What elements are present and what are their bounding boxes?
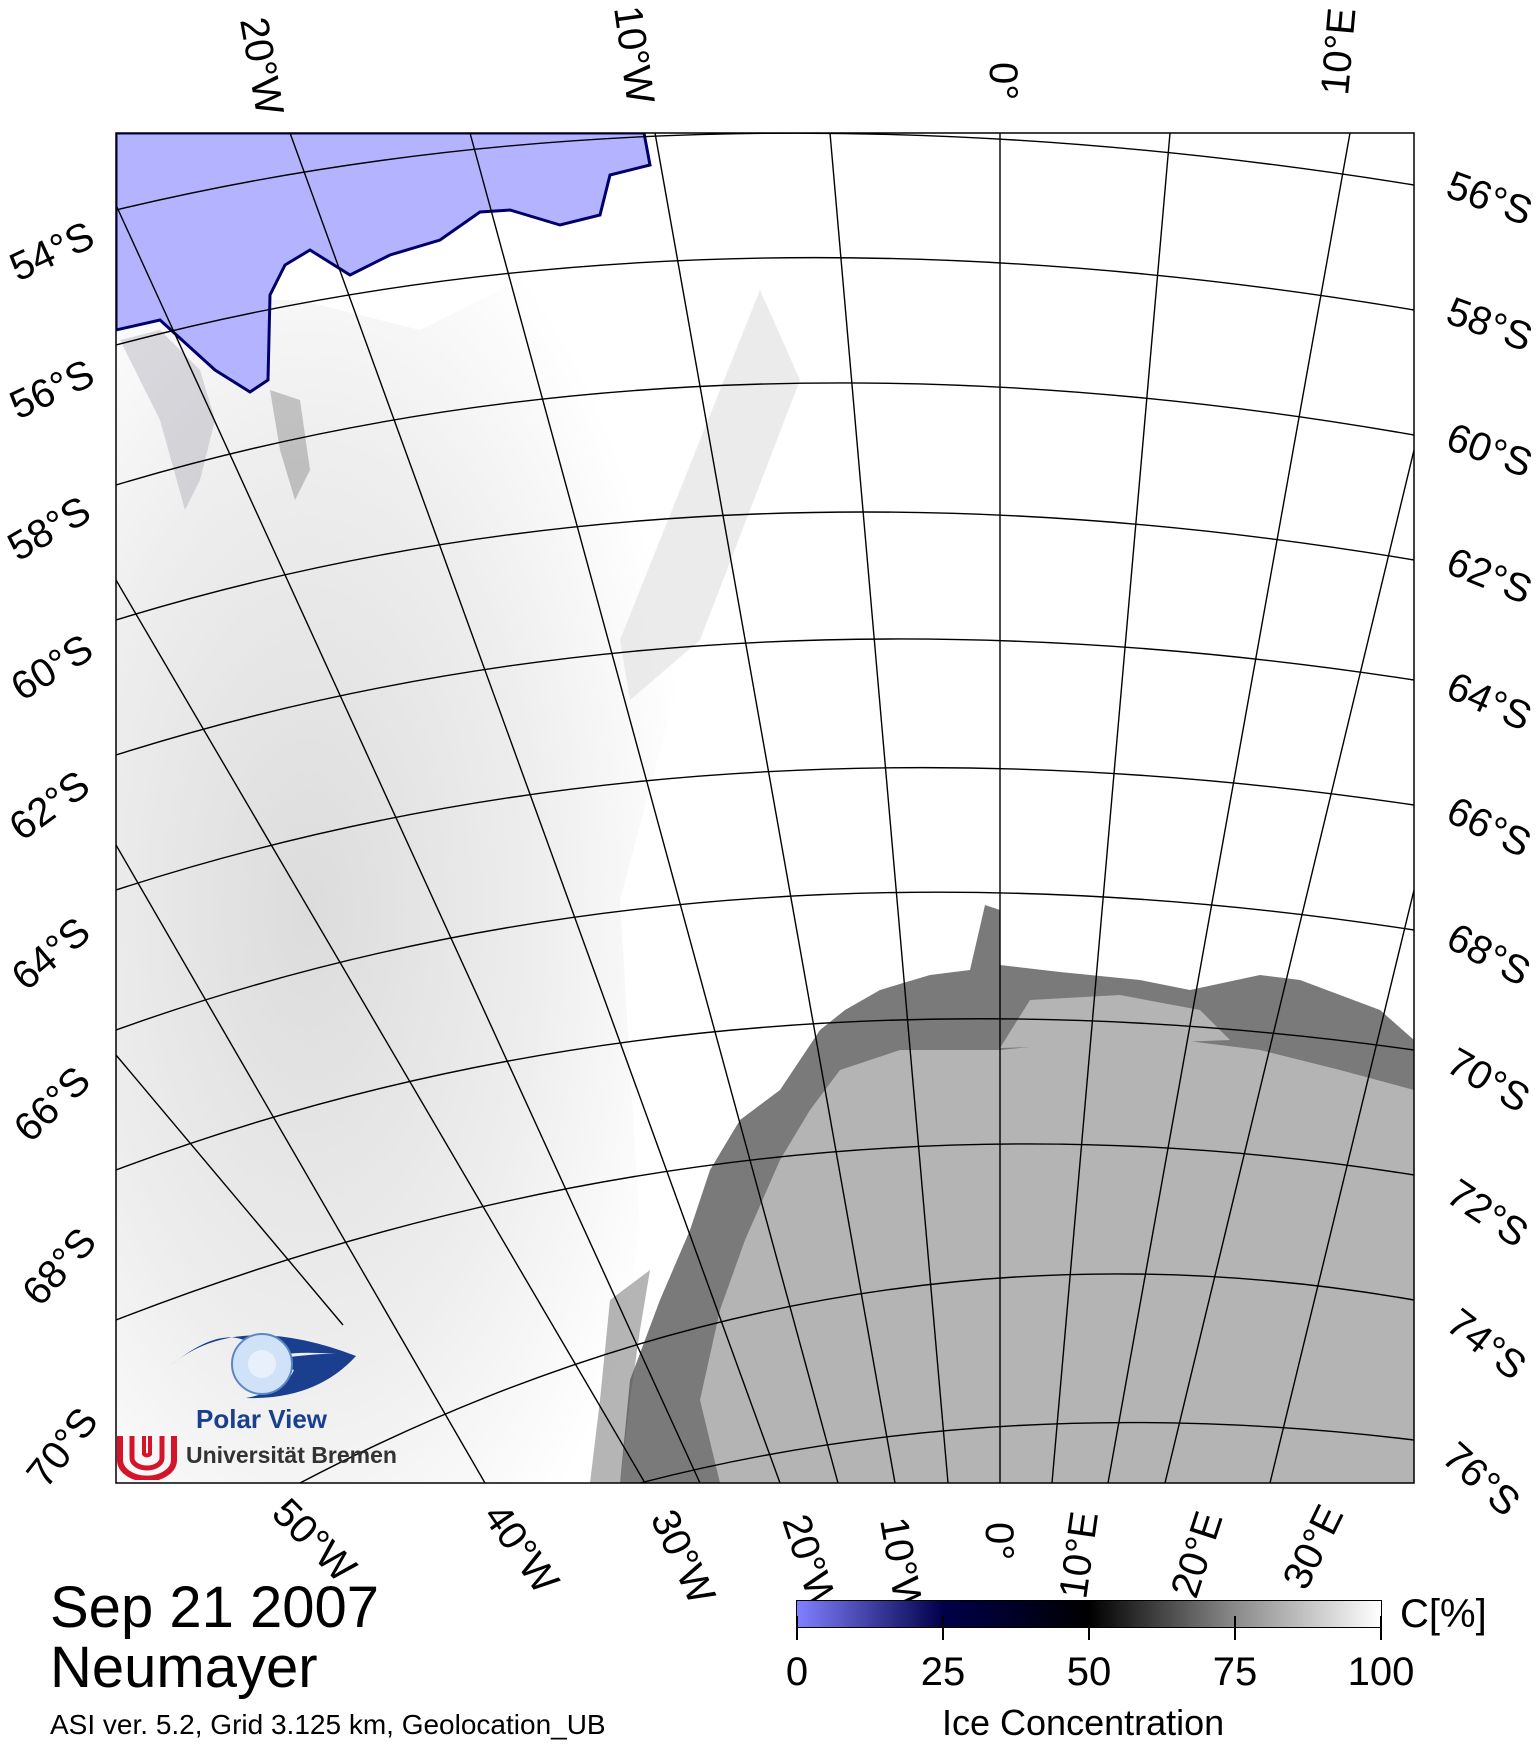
- eye-icon: [170, 1333, 356, 1399]
- polar-view-logo: Polar View Universität Bremen: [116, 1320, 436, 1480]
- left-lat-label: 70°S: [18, 1400, 106, 1496]
- logo-subtitle: Universität Bremen: [186, 1442, 397, 1468]
- right-lat-label: 58°S: [1441, 289, 1537, 360]
- colorbar-tick-label: 25: [920, 1650, 966, 1694]
- left-lat-label: 68°S: [14, 1220, 105, 1314]
- map-border: [115, 132, 1415, 1484]
- colorbar-unit: C[%]: [1400, 1592, 1487, 1636]
- top-lon-label: 10°E: [1313, 6, 1364, 97]
- top-lon-label: 20°W: [231, 14, 291, 119]
- colorbar-tick: [796, 1616, 798, 1640]
- colorbar-tick-label: 0: [785, 1650, 809, 1694]
- logo-title: Polar View: [196, 1404, 328, 1434]
- bottom-lon-label: 0°: [977, 1522, 1021, 1560]
- right-lat-label: 56°S: [1441, 163, 1537, 234]
- colorbar-tick-label: 75: [1212, 1650, 1258, 1694]
- bottom-lon-label: 30°E: [1275, 1498, 1353, 1596]
- left-lat-label: 56°S: [3, 351, 101, 428]
- open-ocean-mask: [116, 133, 652, 394]
- antarctic-continent: [700, 1040, 1414, 1483]
- colorbar-tick: [942, 1616, 944, 1640]
- left-lat-label: 54°S: [3, 213, 101, 290]
- bottom-lon-label: 10°E: [1051, 1509, 1107, 1601]
- uni-bremen-emblem-icon: [117, 1436, 177, 1480]
- colorbar-tick: [1088, 1616, 1090, 1640]
- colorbar-tick: [1380, 1616, 1382, 1640]
- top-lon-label: 10°W: [605, 3, 662, 107]
- map-station: Neumayer: [50, 1635, 318, 1700]
- left-lat-label: 62°S: [1, 762, 97, 849]
- meridian-lines: [116, 133, 1414, 1483]
- bottom-lon-label: 30°W: [642, 1503, 724, 1611]
- map-date: Sep 21 2007: [50, 1575, 379, 1640]
- left-lat-label: 66°S: [6, 1058, 99, 1150]
- map-metadata: ASI ver. 5.2, Grid 3.125 km, Geolocation…: [50, 1709, 606, 1740]
- right-lat-label: 70°S: [1440, 1040, 1537, 1122]
- colorbar-tick-label: 100: [1347, 1650, 1415, 1694]
- bottom-lon-label: 40°W: [475, 1496, 568, 1602]
- right-lat-label: 68°S: [1440, 915, 1537, 995]
- top-lon-label: 0°: [981, 62, 1025, 100]
- colorbar-tick-label: 50: [1066, 1650, 1112, 1694]
- right-lat-label: 72°S: [1439, 1171, 1536, 1256]
- bottom-lon-label: 20°E: [1163, 1506, 1232, 1603]
- parallel-lines: [116, 133, 1414, 1483]
- left-lat-label: 60°S: [3, 626, 100, 710]
- right-lat-label: 60°S: [1441, 415, 1537, 486]
- right-lat-label: 66°S: [1440, 789, 1537, 867]
- right-lat-label: 76°S: [1434, 1434, 1528, 1525]
- sea-ice-west: [116, 210, 760, 1483]
- right-lat-label: 64°S: [1440, 664, 1537, 740]
- colorbar-tick: [1234, 1616, 1236, 1640]
- right-lat-label: 74°S: [1438, 1300, 1534, 1388]
- left-lat-label: 64°S: [4, 909, 99, 999]
- colorbar-title: Ice Concentration: [942, 1702, 1225, 1743]
- left-lat-label: 58°S: [1, 488, 98, 570]
- right-lat-label: 62°S: [1441, 540, 1537, 613]
